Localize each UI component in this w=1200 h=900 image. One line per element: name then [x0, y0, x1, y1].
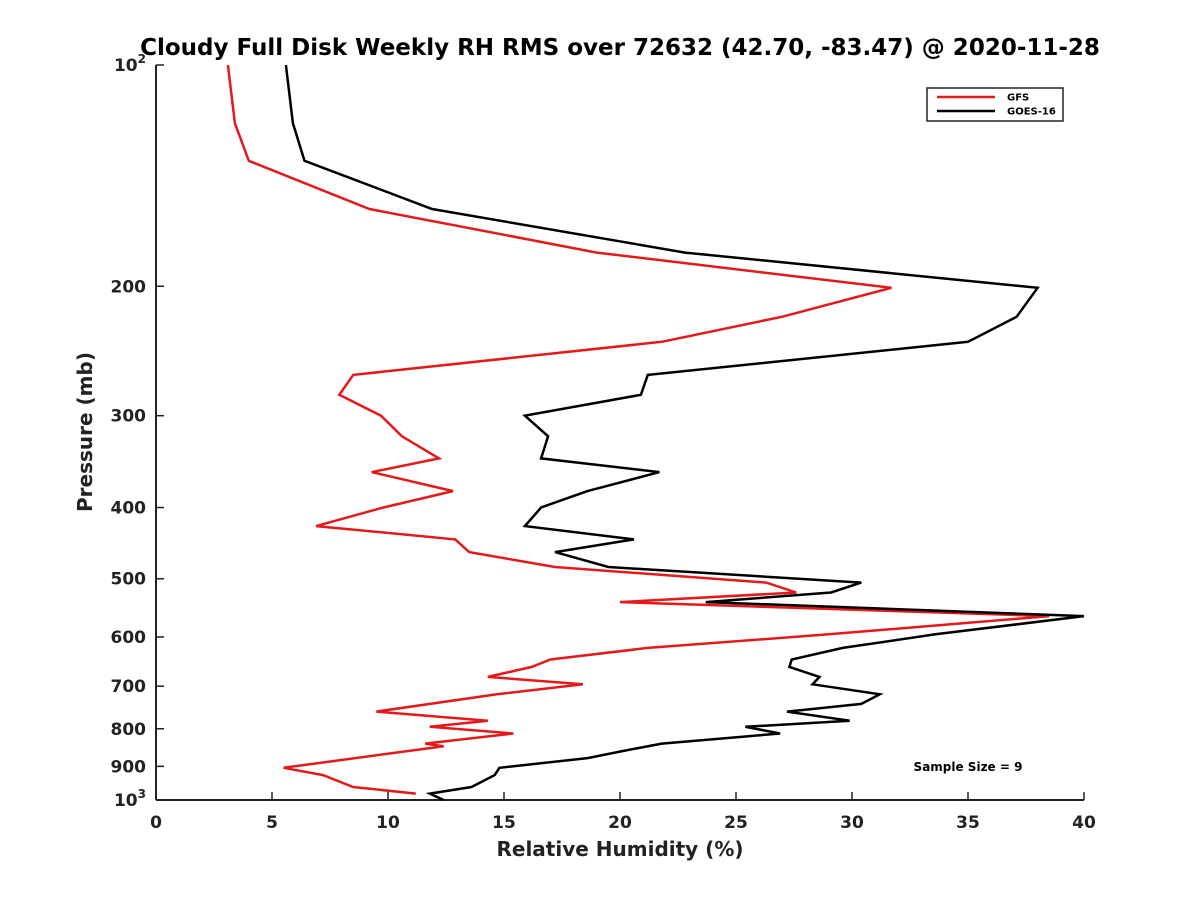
x-tick-label: 40	[1072, 813, 1096, 833]
x-tick-label: 20	[608, 813, 632, 833]
x-tick-label: 0	[150, 813, 162, 833]
y-tick-label: 800	[111, 720, 147, 740]
y-tick-label: 900	[111, 757, 147, 777]
x-axis-label: Relative Humidity (%)	[496, 837, 743, 861]
y-tick-label: 700	[111, 677, 147, 697]
y-axis-label: Pressure (mb)	[73, 352, 97, 512]
x-tick-label: 5	[266, 813, 278, 833]
y-tick-label: 500	[111, 570, 147, 590]
y-tick-label: 300	[111, 407, 147, 427]
x-tick-label: 25	[724, 813, 748, 833]
legend-label: GOES-16	[1007, 107, 1056, 118]
legend: GFS GOES-16	[926, 87, 1064, 122]
sample-size-annotation: Sample Size = 9	[914, 760, 1023, 774]
y-tick-label: 400	[111, 499, 147, 519]
legend-label: GFS	[1007, 93, 1029, 104]
legend-box	[926, 87, 1064, 122]
x-tick-label: 35	[956, 813, 980, 833]
series-line-gfs	[226, 64, 1050, 795]
x-tick-label: 15	[492, 813, 516, 833]
chart-title: Cloudy Full Disk Weekly RH RMS over 7263…	[140, 35, 1100, 61]
y-tick-label: 103	[114, 787, 146, 811]
series-line-goes-16	[284, 64, 1085, 802]
y-tick-label: 102	[114, 52, 146, 76]
y-tick-label: 200	[111, 277, 147, 297]
y-tick-label: 600	[111, 628, 147, 648]
plot-area: 0 5 10 15 20 25 30 35 40 102 200 300 400 500 600 700 800…	[111, 52, 1096, 833]
x-tick-label: 10	[376, 813, 400, 833]
x-tick-label: 30	[840, 813, 864, 833]
